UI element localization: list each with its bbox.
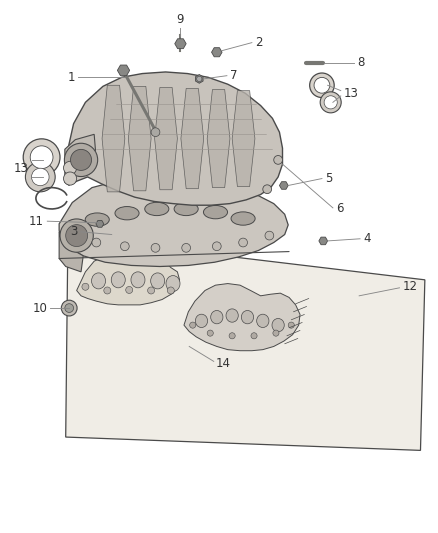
Circle shape: [151, 128, 160, 136]
Ellipse shape: [241, 310, 254, 324]
Text: 9: 9: [177, 13, 184, 26]
Circle shape: [251, 333, 257, 339]
Ellipse shape: [85, 213, 110, 227]
Ellipse shape: [92, 273, 106, 289]
Circle shape: [82, 283, 89, 290]
Polygon shape: [128, 86, 151, 191]
Circle shape: [263, 185, 272, 193]
Circle shape: [66, 224, 88, 247]
Text: 7: 7: [230, 69, 237, 82]
Text: 2: 2: [255, 36, 262, 49]
Polygon shape: [102, 85, 125, 192]
Polygon shape: [195, 75, 203, 83]
Ellipse shape: [166, 276, 180, 292]
Ellipse shape: [151, 273, 165, 289]
Circle shape: [60, 219, 93, 252]
Polygon shape: [232, 91, 255, 187]
Polygon shape: [175, 39, 186, 49]
Circle shape: [265, 231, 274, 240]
Circle shape: [120, 242, 129, 251]
Text: 14: 14: [215, 357, 230, 370]
Polygon shape: [181, 88, 204, 189]
Polygon shape: [117, 65, 130, 76]
Circle shape: [148, 287, 155, 294]
Text: 1: 1: [68, 71, 75, 84]
Text: 10: 10: [32, 302, 47, 314]
Circle shape: [71, 149, 92, 171]
Polygon shape: [59, 232, 83, 272]
Polygon shape: [59, 179, 288, 266]
Ellipse shape: [145, 203, 169, 216]
Text: 5: 5: [325, 172, 332, 185]
Polygon shape: [77, 256, 180, 305]
Ellipse shape: [257, 314, 269, 327]
Circle shape: [288, 322, 294, 328]
Ellipse shape: [174, 203, 198, 216]
Circle shape: [64, 172, 77, 185]
Polygon shape: [96, 221, 104, 227]
Text: 12: 12: [403, 280, 418, 293]
Polygon shape: [279, 182, 288, 189]
Circle shape: [32, 168, 49, 185]
Ellipse shape: [226, 309, 238, 322]
Circle shape: [64, 143, 98, 176]
Polygon shape: [212, 47, 222, 57]
Ellipse shape: [131, 272, 145, 288]
Ellipse shape: [203, 205, 228, 219]
Circle shape: [25, 162, 55, 192]
Circle shape: [273, 330, 279, 336]
Text: 6: 6: [336, 203, 343, 215]
Text: 13: 13: [344, 87, 359, 100]
Text: 3: 3: [71, 225, 78, 238]
Text: 13: 13: [14, 162, 28, 175]
Polygon shape: [207, 90, 230, 188]
Circle shape: [30, 146, 53, 168]
Polygon shape: [184, 284, 300, 351]
Text: 4: 4: [364, 232, 371, 245]
Polygon shape: [319, 237, 328, 245]
Circle shape: [92, 238, 101, 247]
Circle shape: [64, 161, 77, 174]
Circle shape: [207, 330, 213, 336]
Circle shape: [61, 300, 77, 316]
Circle shape: [310, 73, 334, 98]
Ellipse shape: [211, 310, 223, 324]
Circle shape: [65, 304, 74, 312]
Polygon shape: [65, 134, 95, 185]
Polygon shape: [66, 237, 425, 450]
Ellipse shape: [115, 206, 139, 220]
Circle shape: [104, 287, 111, 294]
Ellipse shape: [111, 272, 125, 288]
Circle shape: [126, 286, 133, 294]
Circle shape: [314, 77, 330, 93]
Circle shape: [229, 333, 235, 339]
Ellipse shape: [231, 212, 255, 225]
Circle shape: [239, 238, 247, 247]
Circle shape: [197, 76, 202, 82]
Circle shape: [320, 92, 341, 113]
Ellipse shape: [195, 314, 208, 327]
Circle shape: [167, 287, 174, 294]
Text: 11: 11: [29, 215, 44, 228]
Polygon shape: [155, 87, 177, 190]
Ellipse shape: [272, 318, 284, 332]
Polygon shape: [68, 72, 283, 205]
Circle shape: [274, 156, 283, 164]
Text: 8: 8: [357, 56, 364, 69]
Circle shape: [151, 244, 160, 252]
Circle shape: [182, 244, 191, 252]
Circle shape: [23, 139, 60, 176]
Circle shape: [324, 96, 337, 109]
Circle shape: [212, 242, 221, 251]
Circle shape: [190, 322, 196, 328]
